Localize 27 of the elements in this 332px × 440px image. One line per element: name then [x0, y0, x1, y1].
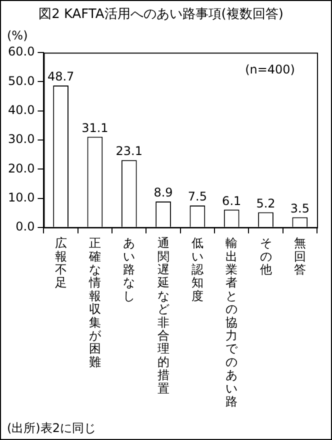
data-label: 5.2	[256, 196, 276, 210]
text: (出所)表2に同じ	[7, 421, 96, 436]
annotation: (n=400)	[245, 62, 295, 77]
x-tick-label: その他	[260, 236, 272, 277]
data-label: 7.5	[188, 190, 207, 204]
chart-title: 図2 KAFTA活用へのあい路事項(複数回答)	[38, 7, 284, 22]
x-tick-label: あい路なし	[123, 236, 136, 303]
data-label: 48.7	[47, 70, 74, 84]
x-tick-label: 広報不足	[54, 236, 67, 290]
data-label: 8.9	[154, 186, 173, 200]
y-tick-label: 40.0	[8, 102, 35, 117]
x-tick-label: 低い認知度	[191, 236, 204, 303]
y-tick-label: 10.0	[8, 190, 35, 204]
y-tick-label: 50.0	[8, 74, 35, 88]
category-label: 正確な情報収集が困難	[88, 236, 101, 369]
y-tick-label: 30.0	[8, 132, 35, 146]
x-tick-label: 無回答	[294, 236, 306, 277]
y-tick-label: 60.0	[8, 44, 35, 59]
data-label: 23.1	[116, 144, 142, 158]
y-tick-label: 0.0	[16, 220, 35, 234]
data-label: 31.1	[82, 120, 108, 135]
data-label: 6.1	[222, 194, 242, 208]
y-tick-label: 20.0	[8, 161, 35, 176]
category-label: 輸出業者との協力でのあい路	[226, 236, 238, 409]
category-label: 通関遅延など非合理的措置	[157, 236, 170, 396]
y-axis-title: (%)	[7, 28, 28, 43]
data-label: 3.5	[290, 201, 310, 216]
